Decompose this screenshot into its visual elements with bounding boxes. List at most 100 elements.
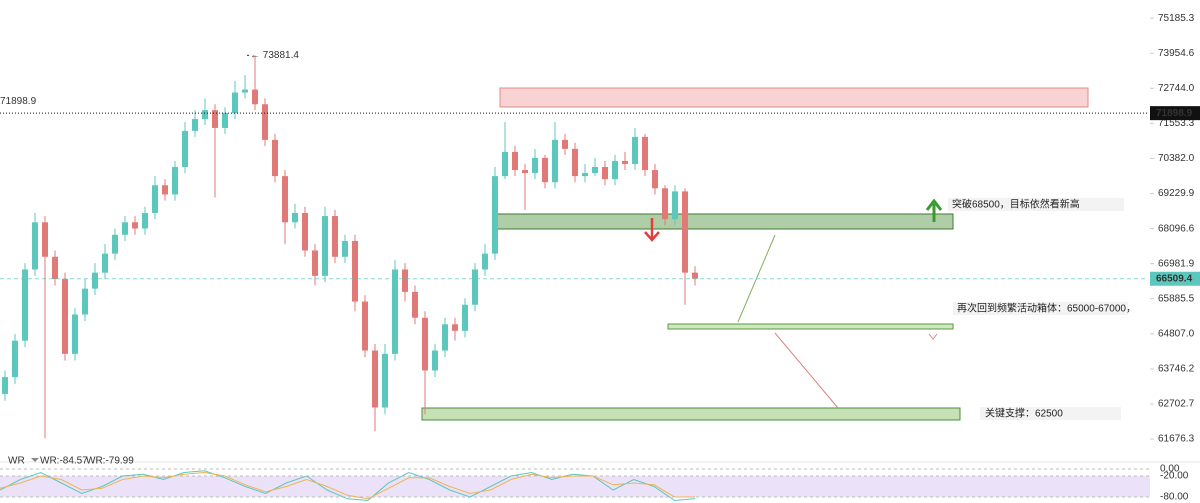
- candle-body: [332, 216, 338, 257]
- candle-body: [462, 304, 468, 331]
- candle-body: [442, 324, 448, 351]
- indicator-pane: [0, 462, 1150, 503]
- candle-body: [382, 353, 388, 408]
- y-tick-label: 65885.5: [1158, 293, 1195, 304]
- candle-body: [502, 151, 508, 177]
- y-tick-label: 73954.6: [1158, 48, 1195, 59]
- candle-body: [2, 377, 8, 394]
- candle-body: [172, 166, 178, 195]
- candle-body: [202, 110, 208, 120]
- candle-body: [12, 340, 18, 378]
- dropdown[interactable]: [31, 458, 39, 462]
- legend-label: WR:-79.99: [86, 456, 134, 467]
- candle-body: [32, 222, 38, 270]
- candle-body: [252, 89, 258, 105]
- candle-body: [222, 113, 228, 128]
- price-tag-label: 66509.4: [1156, 273, 1193, 284]
- candle-body: [582, 173, 588, 177]
- price-tag: [1150, 106, 1200, 121]
- candle-body: [142, 212, 148, 229]
- candle-body: [572, 148, 578, 177]
- band: [0, 476, 1150, 497]
- y-tick-label: -20.00: [1160, 471, 1189, 482]
- candle-body: [432, 350, 438, 371]
- candle-body: [182, 130, 188, 167]
- candle-body: [542, 157, 548, 183]
- candle-body: [672, 191, 678, 220]
- reference-label: 71898.9: [0, 96, 37, 107]
- candle-body: [512, 151, 518, 171]
- candle-body: [52, 256, 58, 280]
- y-tick-label: 66981.9: [1158, 258, 1195, 269]
- candle-body: [422, 317, 428, 371]
- candle-body: [552, 139, 558, 183]
- candle-body: [262, 104, 268, 140]
- candle-body: [242, 89, 248, 93]
- candle-body: [472, 269, 478, 305]
- y-tick-label: 61676.3: [1158, 434, 1195, 445]
- candle-body: [662, 188, 668, 220]
- y-tick-label: 71553.3: [1158, 118, 1195, 129]
- candle-body: [492, 176, 498, 254]
- y-tick-label: 75185.3: [1158, 13, 1195, 24]
- candle-body: [62, 279, 68, 354]
- indicator-line: [0, 470, 696, 502]
- candle-body: [212, 110, 218, 128]
- candle-body: [452, 324, 458, 331]
- annotation: 再次回到频繁活动箱体：65000-67000，: [957, 302, 1136, 315]
- candle-body: [322, 216, 328, 276]
- y-tick-label: 0.00: [1160, 464, 1180, 475]
- note-bg: [953, 302, 1128, 315]
- candle-body: [682, 191, 688, 273]
- candle-body: [532, 157, 538, 174]
- candle-body: [402, 269, 408, 292]
- candle-body: [602, 166, 608, 180]
- candle-body: [22, 269, 28, 341]
- candle-body: [342, 241, 348, 257]
- candle-body: [272, 139, 278, 177]
- range-box: [667, 323, 954, 330]
- candle-body: [482, 253, 488, 270]
- y-tick-label: 62702.7: [1158, 399, 1195, 410]
- candle-body: [312, 250, 318, 276]
- y-tick-label: 64807.0: [1158, 328, 1195, 339]
- indicator-title: WR: [8, 456, 25, 467]
- candle-body: [92, 272, 98, 289]
- candle-body: [152, 185, 158, 213]
- resistance-box: [499, 87, 1089, 108]
- candle-body: [112, 234, 118, 254]
- y-tick-label: 69229.9: [1158, 188, 1195, 199]
- candle-body: [632, 136, 638, 164]
- y-tick-label: 72744.0: [1158, 83, 1195, 94]
- candle-body: [232, 92, 238, 114]
- y-tick-label: 63746.2: [1158, 364, 1195, 375]
- candle-body: [192, 119, 198, 131]
- candle-body: [692, 272, 698, 279]
- price-tag-label: 71898.9: [1156, 108, 1193, 119]
- breakout-box: [496, 213, 954, 230]
- candle-body: [622, 160, 628, 164]
- down-arrow: [644, 218, 660, 242]
- path-line: [774, 332, 839, 409]
- candle-body: [102, 253, 108, 273]
- candle-body: [302, 212, 308, 251]
- annotation: 关键支撑：62500: [985, 407, 1063, 420]
- up-arrow: [925, 198, 943, 222]
- candle-body: [562, 139, 568, 149]
- y-tick-label: -80.00: [1160, 492, 1189, 503]
- candle-body: [132, 222, 138, 229]
- note-bg: [948, 198, 1124, 211]
- annotation: 突破68500，目标依然看新高: [952, 198, 1080, 211]
- candle-body: [372, 350, 378, 408]
- candle-body: [362, 301, 368, 351]
- candle-body: [652, 170, 658, 189]
- candle-body: [392, 269, 398, 354]
- annotation-layer: 突破68500，目标依然看新高 再次回到频繁活动箱体：65000-67000， …: [421, 87, 1136, 421]
- candle-body: [162, 185, 168, 195]
- down-arrow-small: [928, 333, 938, 340]
- indicator-line: [0, 471, 695, 500]
- legend-label: WR:-84.57: [40, 456, 88, 467]
- candle-body: [292, 212, 298, 223]
- candle-body: [352, 241, 358, 302]
